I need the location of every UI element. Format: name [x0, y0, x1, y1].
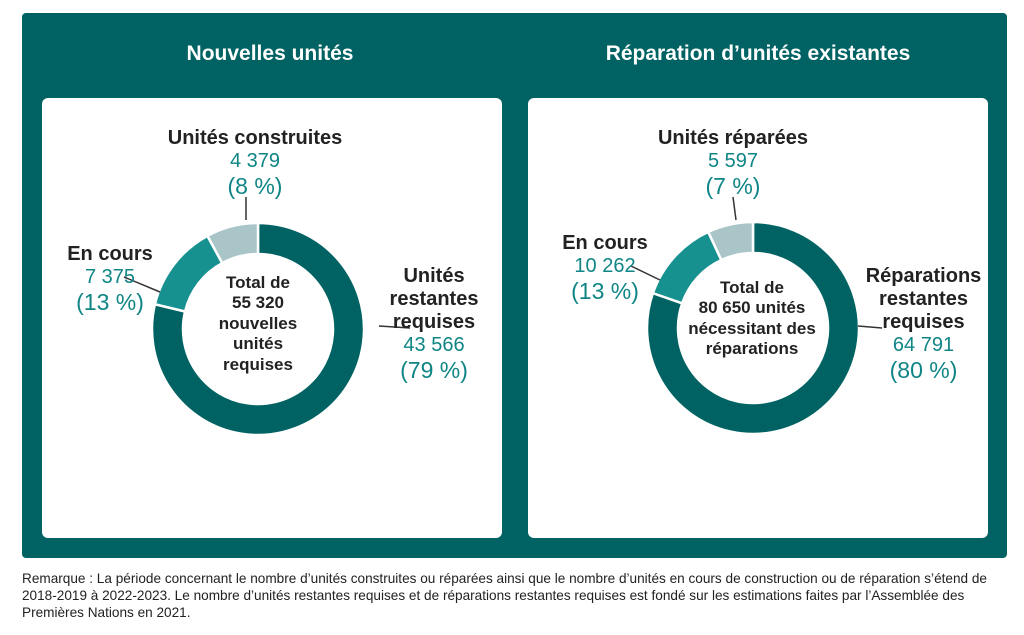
slice-percent: (80 %) [889, 357, 958, 383]
panel-title-repairs: Réparation d’unités existantes [605, 42, 911, 65]
donut-center-text: Total de 80 650 unités nécessitant des r… [677, 278, 827, 360]
slice-label-built: Unités construites 4 379 (8 %) [130, 127, 380, 199]
center-line: 55 320 [232, 293, 284, 313]
slice-percent: (8 %) [227, 173, 283, 199]
center-line: requises [223, 354, 293, 374]
slice-value: 10 262 [574, 255, 636, 277]
donut-chart-repairs [630, 196, 883, 436]
slice-label-remaining: Réparations restantes requises 64 791 (8… [861, 265, 986, 383]
slice-name: En cours [562, 232, 648, 254]
donut-center-text: Total de 55 320 nouvelles unités requise… [186, 273, 330, 375]
slice-name: requises [392, 311, 476, 333]
center-line: nécessitant des [688, 318, 816, 338]
center-line: Total de [226, 273, 290, 292]
panel-card-new-units: Total de 55 320 nouvelles unités requise… [42, 98, 502, 538]
donut-slice-done [706, 220, 755, 262]
leader-line [630, 265, 661, 281]
slice-percent: (7 %) [705, 173, 761, 199]
leader-line [732, 196, 737, 221]
slice-label-in-progress: En cours 7 375 (13 %) [60, 243, 160, 315]
center-line: 80 650 unités [698, 298, 806, 318]
slice-name: restantes [389, 288, 479, 310]
slice-name: Unités réparées [657, 127, 809, 149]
panel-card-repairs: Total de 80 650 unités nécessitant des r… [528, 98, 988, 538]
slice-percent: (13 %) [76, 289, 144, 315]
slice-value: 4 379 [229, 150, 281, 172]
slice-value: 5 597 [707, 150, 759, 172]
center-line: réparations [705, 339, 799, 359]
slice-name: En cours [67, 243, 153, 265]
leader-line [378, 325, 411, 329]
slice-percent: (13 %) [571, 278, 639, 304]
slice-label-in-progress: En cours 10 262 (13 %) [550, 232, 660, 304]
donut-chart-new-units [123, 197, 411, 437]
slice-label-repaired: Unités réparées 5 597 (7 %) [608, 127, 858, 199]
leader-line [857, 325, 883, 329]
slice-name: Unités construites [167, 127, 343, 149]
footnote: Remarque : La période concernant le nomb… [22, 571, 987, 620]
slice-name: Réparations [865, 265, 982, 287]
slice-name: requises [882, 311, 965, 333]
leader-line [123, 276, 161, 293]
slice-name: restantes [879, 288, 968, 310]
slice-percent: (79 %) [400, 357, 468, 383]
slice-value: 43 566 [403, 334, 465, 356]
slice-name: Unités [403, 265, 465, 287]
donut-slice-remaining [150, 221, 366, 437]
center-line: Total de [720, 278, 784, 297]
slice-value: 64 791 [892, 334, 955, 356]
slice-value: 7 375 [84, 266, 136, 288]
center-line: nouvelles [218, 313, 298, 333]
panel-title-new-units: Nouvelles unités [186, 42, 354, 65]
slice-label-remaining: Unités restantes requises 43 566 (79 %) [375, 265, 493, 383]
center-line: unités [232, 334, 284, 354]
donut-slice-done [205, 221, 260, 265]
